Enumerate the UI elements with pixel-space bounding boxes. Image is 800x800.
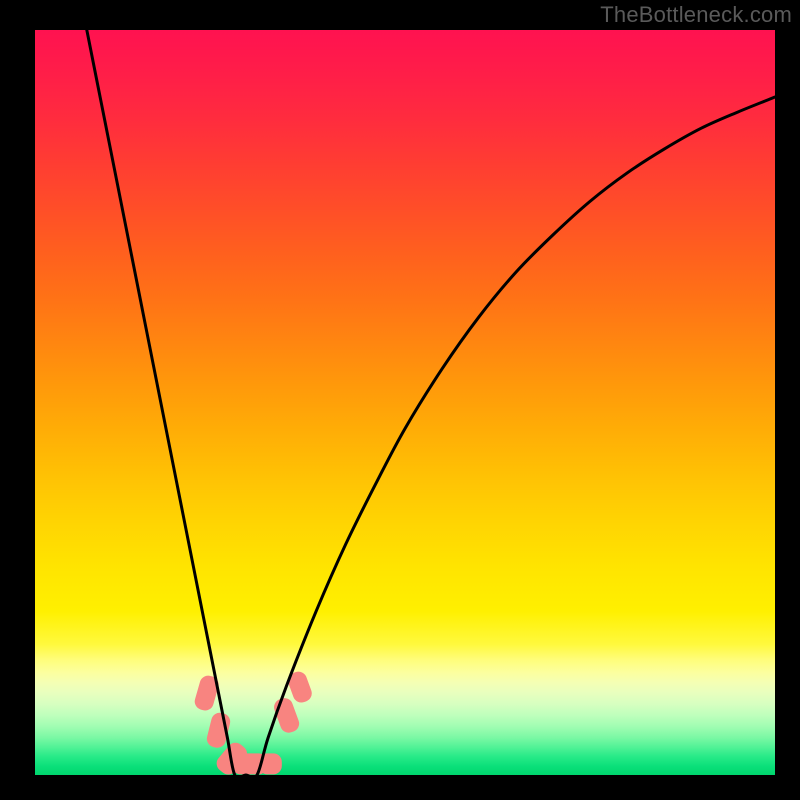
chart-container: TheBottleneck.com [0, 0, 800, 800]
gradient-background [35, 30, 775, 775]
plot-svg [35, 30, 775, 775]
plot-area [35, 30, 775, 775]
watermark-text: TheBottleneck.com [600, 2, 792, 28]
